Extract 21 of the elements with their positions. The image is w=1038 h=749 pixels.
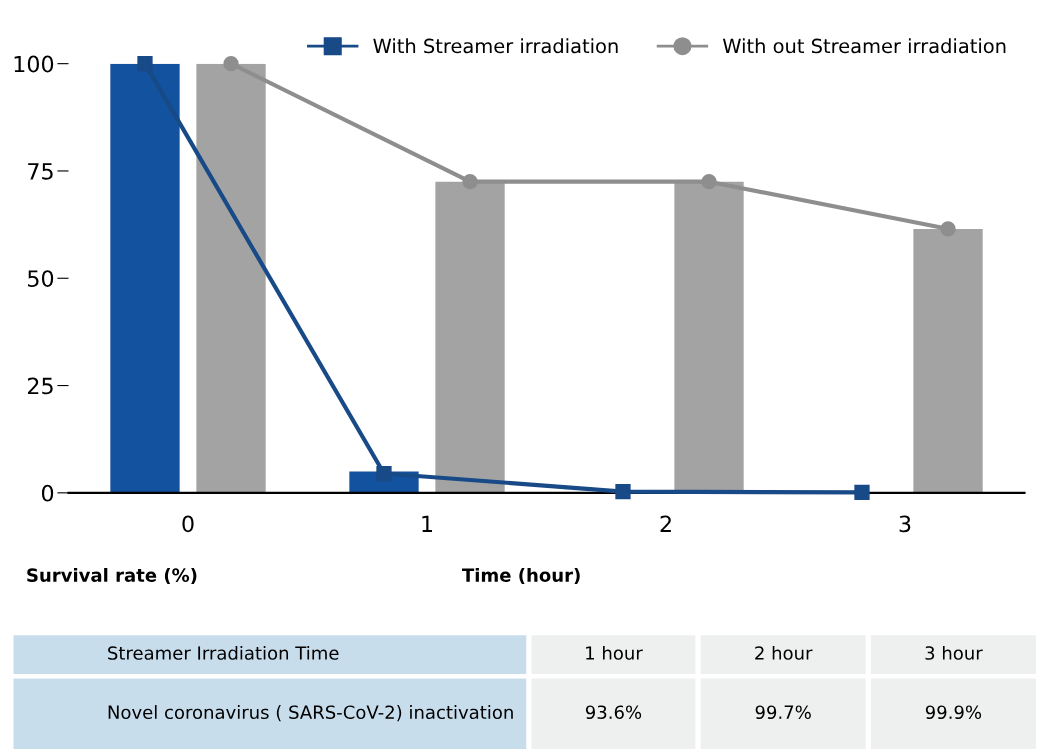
y-axis-title: Survival rate (%) (27, 567, 197, 585)
y-tick-label: 100 (14, 55, 54, 73)
text: 93.6% (585, 705, 642, 720)
text: 3 hour (925, 645, 983, 660)
x-axis-title: Time (hour) (462, 567, 580, 585)
text: 99.9% (925, 705, 982, 720)
text: 1 hour (586, 645, 643, 660)
legend-label: With Streamer irradiation (373, 38, 618, 54)
x-tick-label: 0 (182, 515, 194, 533)
text: 99.7% (755, 705, 811, 720)
text: 2 hour (755, 645, 813, 660)
text: Streamer Irradiation Time (108, 645, 339, 660)
y-tick-label: 25 (27, 377, 53, 395)
x-tick-label: 3 (899, 515, 911, 533)
y-tick-label: 75 (28, 163, 53, 180)
legend-label: With out Streamer irradiation (722, 38, 1006, 54)
x-tick-label: 1 (422, 515, 433, 532)
y-tick-label: 50 (28, 270, 54, 288)
text: Novel coronavirus ( SARS-CoV-2) inactivation (108, 705, 513, 722)
y-tick-label: 0 (41, 484, 54, 502)
x-tick-label: 2 (660, 515, 671, 532)
